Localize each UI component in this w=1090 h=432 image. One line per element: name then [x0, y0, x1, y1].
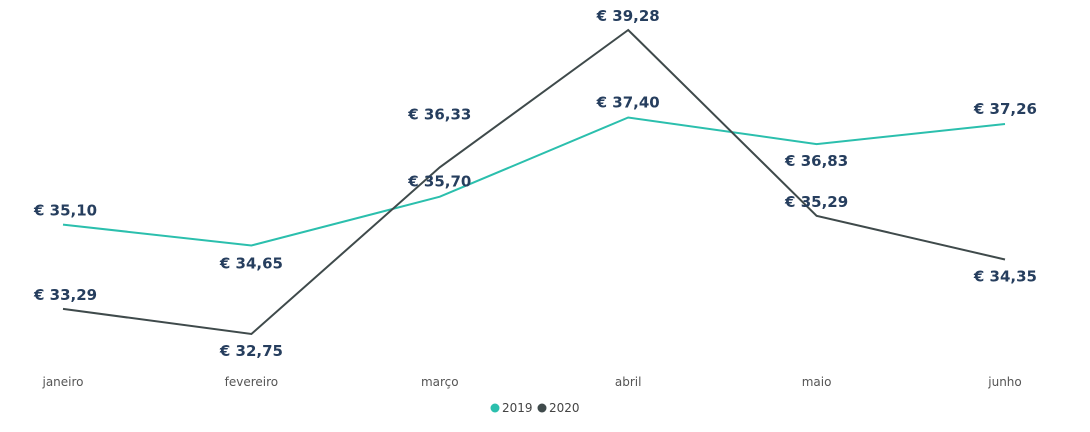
series-2019-data-label-4: € 36,83	[784, 152, 848, 170]
series-2020-data-label-5: € 34,35	[973, 268, 1037, 286]
x-axis-tick-labels: janeiro fevereiro março abril maio junho	[41, 375, 1021, 389]
x-tick-label-2: março	[421, 375, 459, 389]
series-2019-data-label-0: € 35,10	[33, 202, 97, 220]
data-labels: € 35,10 € 34,65 € 35,70 € 37,40 € 36,83 € 37,…	[33, 7, 1037, 360]
series-2020-data-label-0: € 33,29	[33, 286, 97, 304]
legend-label-2019: 2019	[502, 401, 533, 415]
x-tick-label-3: abril	[615, 375, 642, 389]
legend-label-2020: 2020	[549, 401, 580, 415]
series-lines	[62, 28, 1006, 336]
legend: 2019 2020	[490, 401, 580, 415]
x-tick-label-1: fevereiro	[225, 375, 279, 389]
legend-marker-2020	[537, 403, 547, 413]
series-2020-data-label-2: € 36,33	[407, 105, 471, 123]
series-2019-data-label-5: € 37,26	[973, 100, 1037, 118]
series-2019-data-label-3: € 37,40	[596, 94, 660, 112]
series-2019-data-label-1: € 34,65	[219, 255, 283, 273]
series-2019-data-label-2: € 35,70	[407, 173, 471, 191]
x-tick-label-5: junho	[987, 375, 1022, 389]
series-2020-line	[62, 28, 1006, 336]
series-2019-line	[62, 116, 1006, 247]
series-2020-data-label-3: € 39,28	[596, 7, 660, 25]
legend-marker-2019	[490, 403, 500, 413]
x-tick-label-0: janeiro	[41, 375, 83, 389]
series-2020-data-label-1: € 32,75	[219, 342, 283, 360]
series-2020-data-label-4: € 35,29	[784, 193, 848, 211]
x-tick-label-4: maio	[802, 375, 832, 389]
